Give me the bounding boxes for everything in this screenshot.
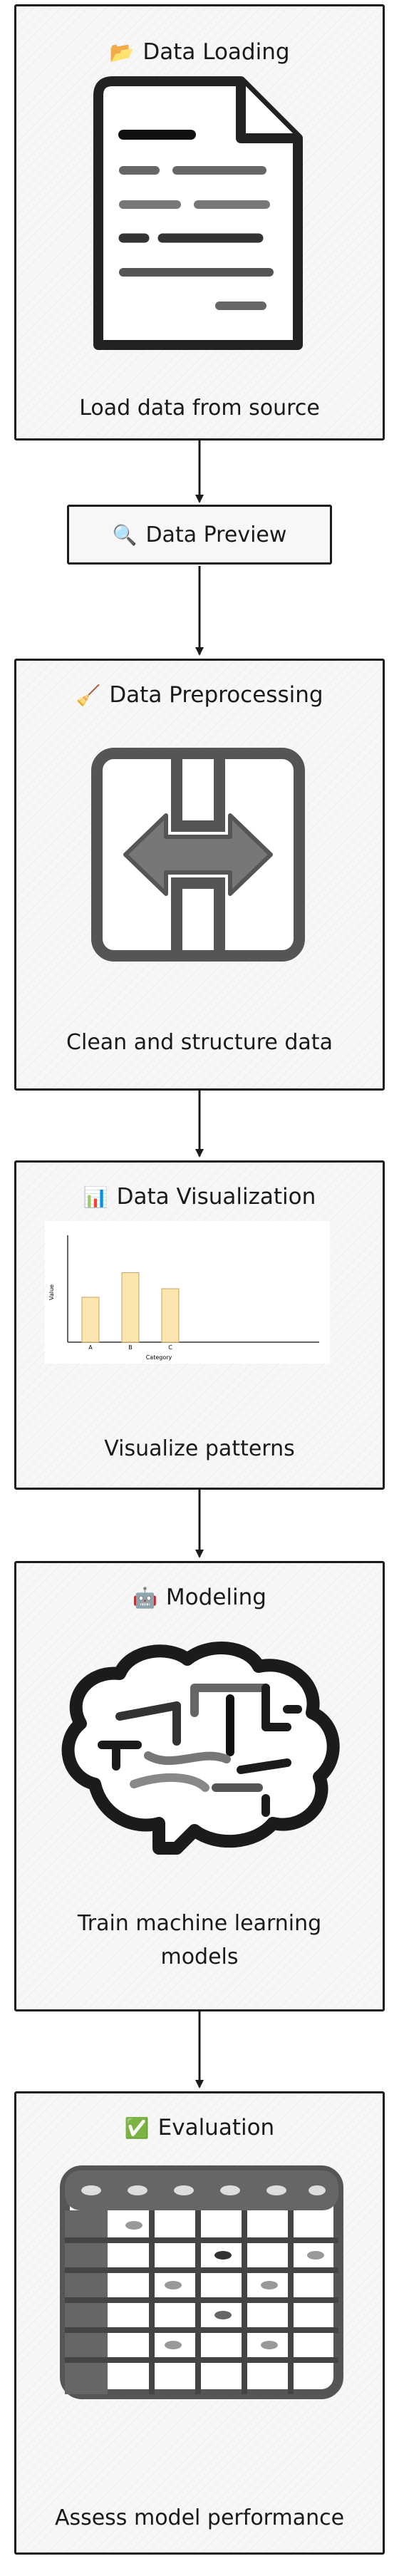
step-title: 🧹 Data Preprocessing	[16, 682, 383, 708]
step-title: 📊 Data Visualization	[16, 1184, 383, 1210]
step-title: 🤖 Modeling	[16, 1585, 383, 1610]
table-icon	[60, 2165, 343, 2399]
x-axis-label: Category	[146, 1354, 172, 1361]
bar-B	[121, 1272, 140, 1343]
step-title-text: Evaluation	[157, 2115, 275, 2140]
step-title: 📂 Data Loading	[16, 39, 383, 65]
robot-icon: 🤖	[133, 1586, 157, 1609]
broom-icon: 🧹	[76, 684, 101, 707]
step-data-preprocessing: 🧹 Data Preprocessing Clean and structure …	[14, 659, 385, 1091]
step-caption: Visualize patterns	[104, 1436, 295, 1461]
x-tick-label: A	[88, 1344, 93, 1351]
magnifier-icon: 🔍	[112, 522, 138, 547]
step-title-text: Data Visualization	[116, 1184, 316, 1210]
y-axis-label: Value	[48, 1284, 55, 1300]
step-data-visualization: 📊 Data Visualization Value Category A B C V…	[14, 1160, 385, 1490]
step-evaluation: ✅ Evaluation	[14, 2091, 385, 2555]
step-modeling: 🤖 Modeling Train machine learning models	[14, 1561, 385, 2011]
step-title-text: Data Loading	[142, 39, 290, 65]
folder-icon: 📂	[109, 41, 135, 64]
bar-chart: Value Category A B C	[45, 1221, 330, 1364]
step-caption: Clean and structure data	[66, 1030, 333, 1055]
step-caption: Train machine learning models	[77, 1911, 322, 1969]
bar-chart-icon: 📊	[83, 1185, 108, 1209]
x-tick-label: C	[168, 1344, 172, 1351]
bar-C	[161, 1288, 180, 1343]
brain-icon	[61, 1642, 340, 1855]
check-mark-icon: ✅	[124, 2116, 150, 2140]
step-data-preview: 🔍 Data Preview	[67, 505, 332, 565]
bar-A	[81, 1297, 100, 1343]
step-data-loading: 📂 Data Loading Load data from source	[14, 4, 385, 441]
step-title-text: Modeling	[165, 1585, 266, 1610]
step-caption: Assess model performance	[54, 2505, 345, 2530]
step-title-text: Data Preprocessing	[109, 682, 323, 708]
step-title: ✅ Evaluation	[16, 2115, 383, 2140]
merge-arrows-icon	[91, 748, 305, 962]
step-title-text: Data Preview	[145, 522, 287, 547]
x-tick-label: B	[128, 1344, 133, 1351]
document-icon	[93, 76, 303, 350]
step-caption: Load data from source	[79, 396, 320, 421]
